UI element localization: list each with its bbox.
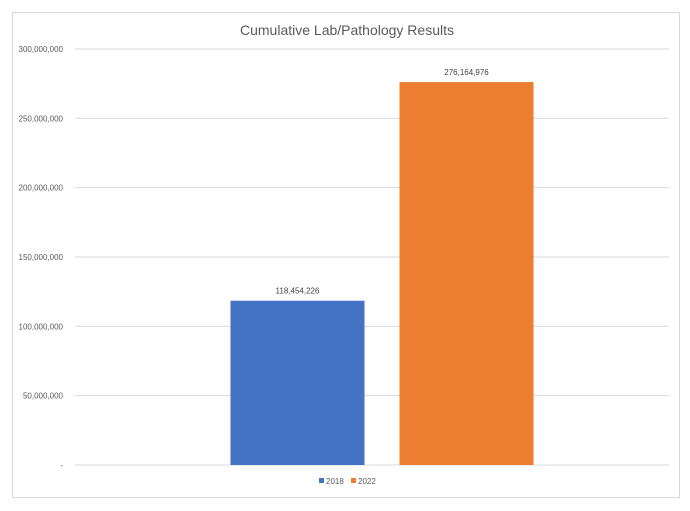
bar-2022 <box>399 82 534 465</box>
legend: 2018 2022 <box>319 477 376 486</box>
y-tick-label: 100,000,000 <box>19 322 64 331</box>
data-label-2018: 118,454,226 <box>276 287 320 296</box>
chart-container: Cumulative Lab/Pathology Results - 50,000… <box>12 12 680 498</box>
legend-label-2022: 2022 <box>358 477 376 486</box>
legend-swatch-2018 <box>319 478 324 483</box>
y-tick-label: 250,000,000 <box>19 114 64 123</box>
bars <box>230 82 534 465</box>
y-tick-label: - <box>60 461 63 470</box>
chart-title: Cumulative Lab/Pathology Results <box>240 22 454 38</box>
data-label-2022: 276,164,976 <box>444 68 489 77</box>
bar-chart: Cumulative Lab/Pathology Results - 50,000… <box>19 22 669 486</box>
legend-label-2018: 2018 <box>326 477 344 486</box>
y-tick-label: 200,000,000 <box>19 184 64 193</box>
y-tick-label: 50,000,000 <box>23 392 64 401</box>
y-axis-tick-labels: - 50,000,000 100,000,000 150,000,000 200,000… <box>19 45 64 470</box>
data-labels: 118,454,226 276,164,976 <box>276 68 490 296</box>
y-tick-label: 300,000,000 <box>19 45 64 54</box>
gridlines <box>75 48 669 466</box>
legend-swatch-2022 <box>351 478 356 483</box>
bar-2018 <box>230 300 365 465</box>
y-tick-label: 150,000,000 <box>19 253 64 262</box>
